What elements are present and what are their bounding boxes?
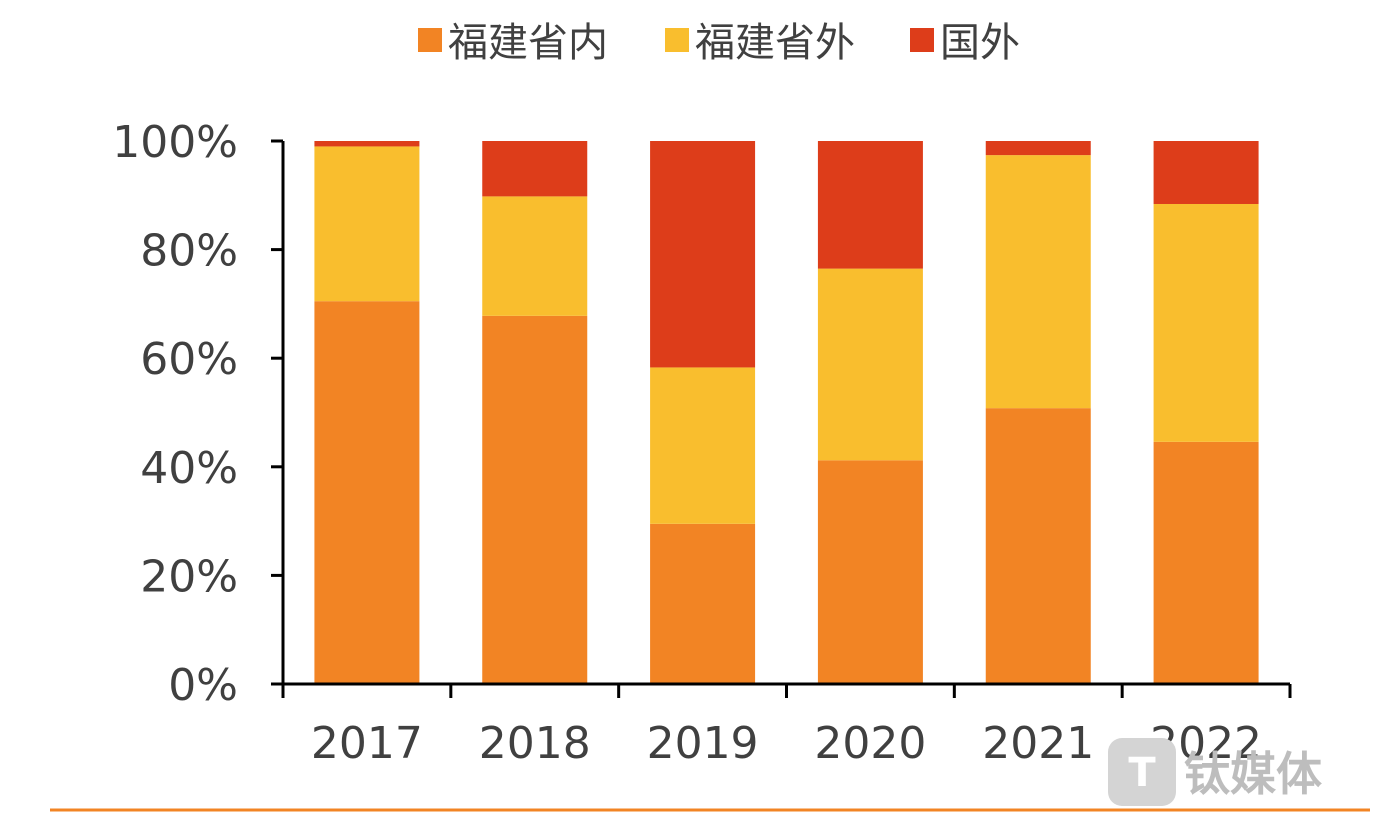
bar-2017-series-1 [314, 301, 420, 684]
bar-2020-series-2 [817, 268, 923, 461]
bar-2021-series-1 [985, 408, 1091, 684]
bar-2020-series-3 [817, 141, 923, 269]
x-tick-label: 2020 [814, 718, 926, 769]
bars [314, 141, 1259, 684]
watermark: T 钛媒体 [1108, 738, 1322, 806]
legend-label-3: 国外 [940, 20, 1020, 66]
bar-2022-series-1 [1153, 441, 1259, 684]
bar-2022-series-2 [1153, 203, 1259, 442]
bar-2018-series-2 [482, 196, 588, 316]
y-tick-label: 100% [112, 117, 238, 168]
logo-glyph: T [1128, 750, 1156, 796]
y-tick-label: 0% [168, 660, 238, 711]
x-tick-label: 2017 [311, 718, 423, 769]
legend-swatch-2 [665, 28, 689, 52]
legend-label-1: 福建省内 [448, 20, 608, 66]
legend-swatch-1 [418, 28, 442, 52]
bar-2020-series-1 [817, 460, 923, 684]
x-tick-label: 2019 [647, 718, 759, 769]
bar-2019-series-2 [650, 367, 756, 524]
y-axis: 0% 20% 40% 60% 80% 100% [112, 117, 285, 711]
bar-2017-series-3 [314, 141, 420, 147]
bar-2021-series-3 [985, 141, 1091, 156]
legend-swatch-3 [910, 28, 934, 52]
watermark-text: 钛媒体 [1184, 747, 1322, 801]
bar-2018-series-1 [482, 315, 588, 684]
bar-2022-series-3 [1153, 141, 1259, 204]
bar-2018-series-3 [482, 141, 588, 197]
legend: 福建省内 福建省外 国外 [418, 20, 1020, 66]
x-tick-label: 2018 [479, 718, 591, 769]
bar-2021-series-2 [985, 155, 1091, 409]
bar-2017-series-2 [314, 146, 420, 302]
legend-label-2: 福建省外 [695, 20, 855, 66]
bar-2019-series-3 [650, 141, 756, 368]
x-tick-label: 2021 [982, 718, 1094, 769]
y-tick-label: 20% [140, 551, 238, 602]
y-tick-label: 40% [140, 443, 238, 494]
tmtpost-logo-icon [1108, 738, 1176, 806]
y-tick-label: 60% [140, 334, 238, 385]
y-tick-label: 80% [140, 226, 238, 277]
bar-2019-series-1 [650, 523, 756, 684]
